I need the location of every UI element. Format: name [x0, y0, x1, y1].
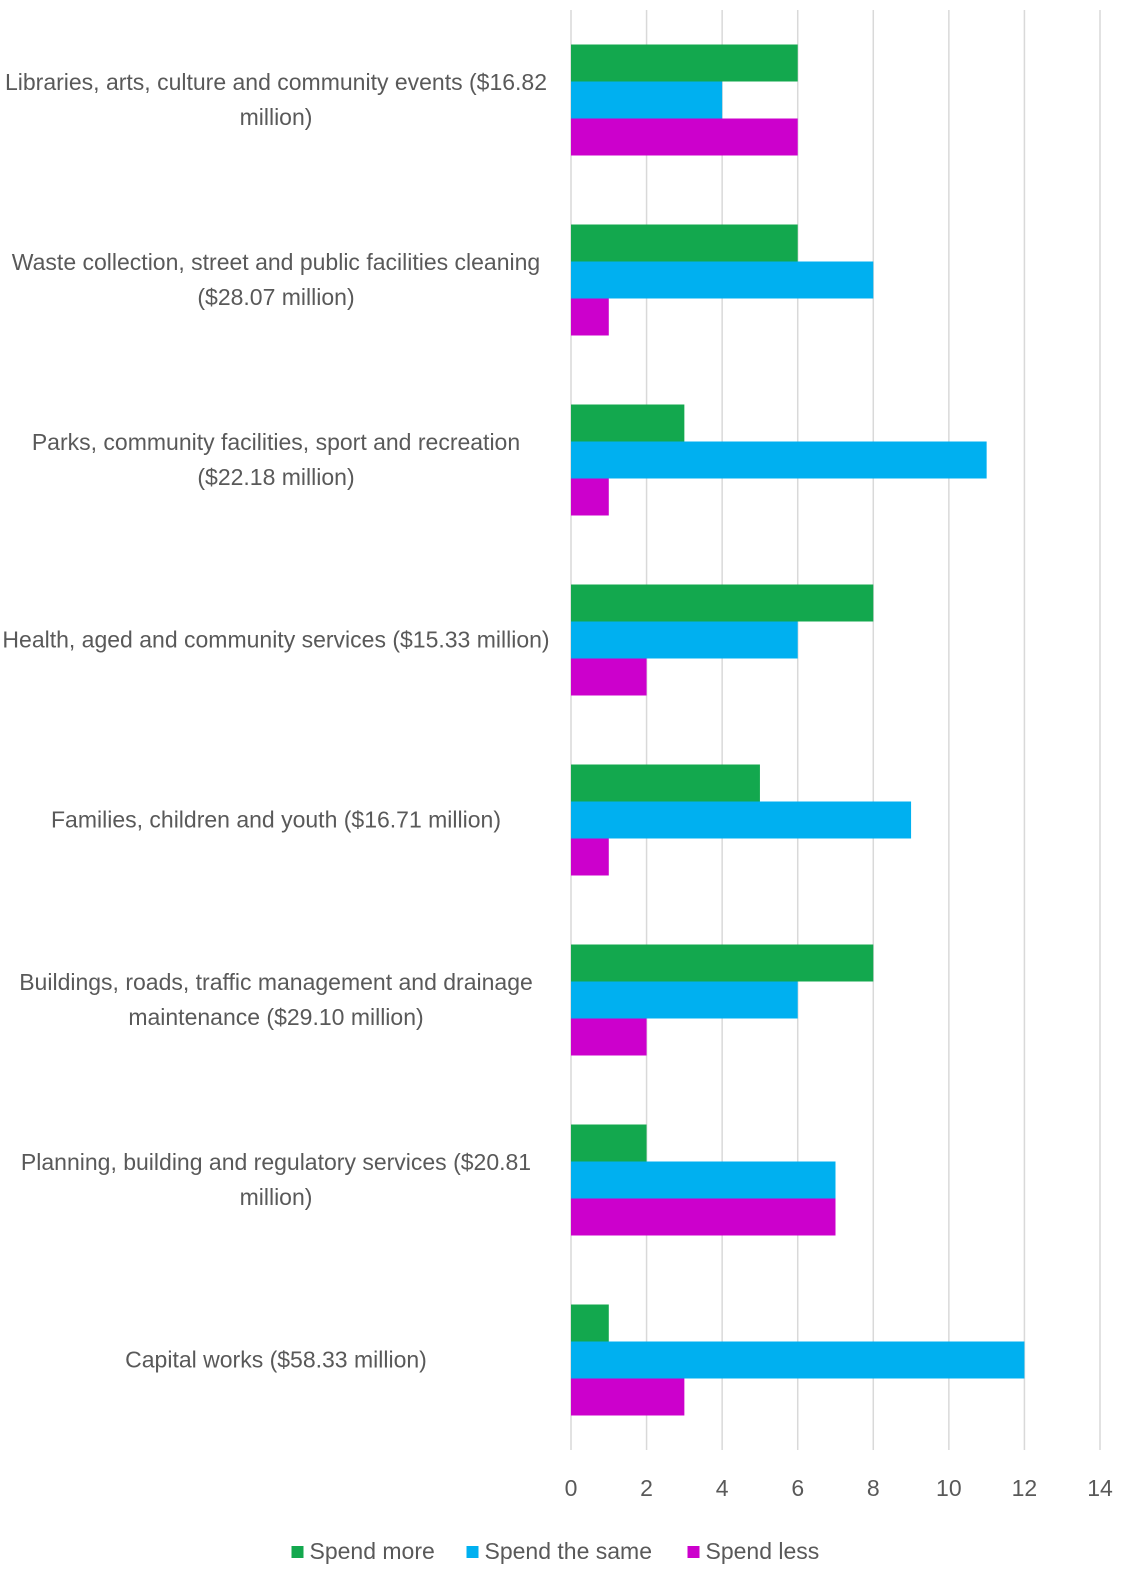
- x-tick-label: 6: [791, 1475, 804, 1501]
- legend-label: Spend the same: [485, 1538, 653, 1564]
- x-tick-label: 10: [936, 1475, 962, 1501]
- bar: [571, 658, 647, 696]
- legend-label: Spend less: [706, 1538, 820, 1564]
- bar: [571, 1161, 836, 1199]
- x-tick-label: 2: [640, 1475, 653, 1501]
- legend-swatch: [291, 1546, 304, 1558]
- bar: [571, 298, 609, 336]
- bar: [571, 478, 609, 516]
- y-tick-label: Capital works ($58.33 million): [125, 1346, 427, 1373]
- bar: [571, 1018, 647, 1056]
- bar: [571, 1378, 685, 1416]
- bar: [571, 584, 874, 622]
- bar: [571, 261, 874, 299]
- bar: [571, 118, 798, 156]
- y-tick-label: Health, aged and community services ($15…: [2, 626, 550, 653]
- legend-label: Spend more: [310, 1538, 435, 1564]
- bar: [571, 981, 798, 1019]
- bar: [571, 81, 723, 119]
- y-tick-label: Buildings, roads, traffic management and…: [19, 969, 533, 1030]
- bar: [571, 1124, 647, 1162]
- legend-swatch: [466, 1546, 479, 1558]
- bar: [571, 1341, 1025, 1379]
- bar: [571, 1198, 836, 1236]
- bar: [571, 944, 874, 982]
- bar: [571, 801, 912, 839]
- x-tick-label: 0: [565, 1475, 578, 1501]
- bar: [571, 224, 798, 262]
- y-tick-label: Waste collection, street and public faci…: [11, 249, 541, 310]
- y-tick-label: Families, children and youth ($16.71 mil…: [51, 806, 501, 833]
- y-tick-label: Libraries, arts, culture and community e…: [4, 69, 548, 130]
- bar: [571, 838, 609, 876]
- bar: [571, 1304, 609, 1342]
- bar: [571, 764, 760, 802]
- x-tick-label: 8: [867, 1475, 880, 1501]
- legend-swatch: [687, 1546, 700, 1558]
- y-tick-label: Parks, community facilities, sport and r…: [31, 429, 521, 490]
- bar: [571, 44, 798, 82]
- x-tick-label: 12: [1012, 1475, 1038, 1501]
- bar: [571, 621, 798, 659]
- bar: [571, 441, 987, 479]
- x-tick-label: 14: [1087, 1475, 1113, 1501]
- x-tick-label: 4: [716, 1475, 729, 1501]
- bar: [571, 404, 685, 442]
- y-tick-label: Planning, building and regulatory servic…: [20, 1149, 532, 1210]
